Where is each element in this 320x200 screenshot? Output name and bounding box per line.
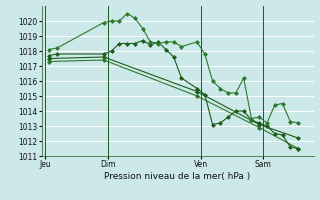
X-axis label: Pression niveau de la mer( hPa ): Pression niveau de la mer( hPa ) — [104, 172, 251, 181]
